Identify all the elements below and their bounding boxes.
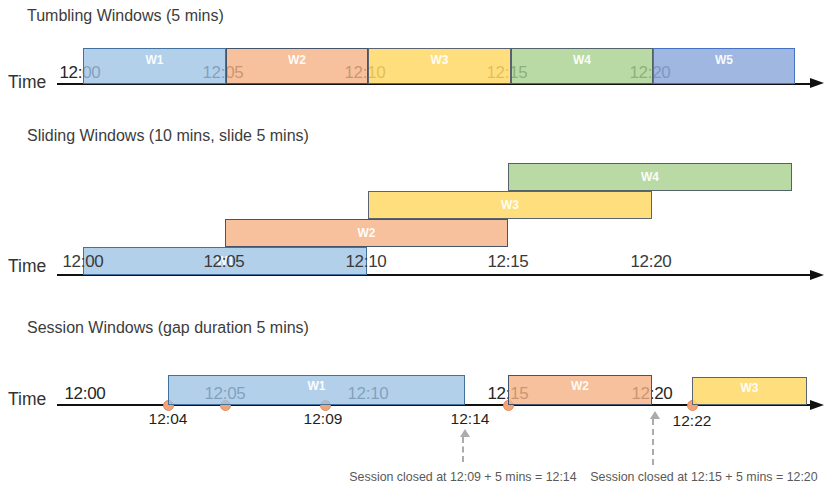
- session-tick: 12:00: [61, 384, 109, 404]
- session-annotation-2: Session closed at 12:15 + 5 mins = 12:20: [589, 470, 819, 484]
- session-time-axis-label: Time: [8, 389, 46, 410]
- window-label: W3: [431, 53, 449, 83]
- session-annotation-1: Session closed at 12:09 + 5 mins = 12:14: [348, 470, 578, 484]
- window-label: W1: [308, 379, 326, 404]
- tumbling-window-w4: W4: [511, 48, 653, 84]
- session-window-w3: W3: [692, 377, 807, 405]
- tumbling-window-w2: W2: [226, 48, 368, 84]
- sliding-time-axis-label: Time: [8, 256, 46, 277]
- sliding-window-w2: W2: [225, 219, 508, 247]
- windowing-diagram: Tumbling Windows (5 mins) Time 12:00 12:…: [0, 0, 829, 498]
- annotation-arrow-icon: [652, 419, 654, 465]
- event-label: 12:14: [438, 410, 502, 428]
- sliding-window-w3: W3: [368, 191, 652, 219]
- window-label: W4: [573, 53, 591, 83]
- tumbling-time-axis-label: Time: [8, 72, 46, 93]
- event-label: 12:22: [660, 412, 724, 430]
- window-label: W2: [571, 379, 589, 404]
- sliding-tick: 12:05: [200, 252, 248, 272]
- window-label: W1: [146, 53, 164, 83]
- window-label: W3: [741, 381, 759, 404]
- sliding-title: Sliding Windows (10 mins, slide 5 mins): [27, 127, 309, 145]
- sliding-tick: 12:10: [342, 252, 390, 272]
- event-label: 12:04: [136, 410, 200, 428]
- sliding-tick: 12:20: [627, 252, 675, 272]
- session-arrowhead-icon: [810, 400, 824, 410]
- window-label: W4: [641, 170, 659, 184]
- tumbling-window-w3: W3: [368, 48, 511, 84]
- window-label: W3: [501, 198, 519, 212]
- session-window-w2: W2: [508, 375, 652, 405]
- tumbling-window-w1: W1: [83, 48, 226, 84]
- window-label: W5: [715, 53, 733, 83]
- sliding-arrowhead-icon: [810, 270, 824, 280]
- annotation-arrow-icon: [462, 437, 464, 462]
- window-label: W2: [358, 226, 376, 240]
- event-label: 12:09: [291, 410, 355, 428]
- window-label: W2: [288, 53, 306, 83]
- tumbling-window-w5: W5: [653, 48, 795, 84]
- tumbling-arrowhead-icon: [810, 78, 824, 88]
- session-title: Session Windows (gap duration 5 mins): [27, 319, 309, 337]
- tumbling-title: Tumbling Windows (5 mins): [27, 7, 224, 25]
- sliding-tick: 12:15: [484, 252, 532, 272]
- session-window-w1: W1: [168, 375, 465, 405]
- sliding-window-w4: W4: [508, 163, 792, 191]
- sliding-tick: 12:00: [59, 252, 107, 272]
